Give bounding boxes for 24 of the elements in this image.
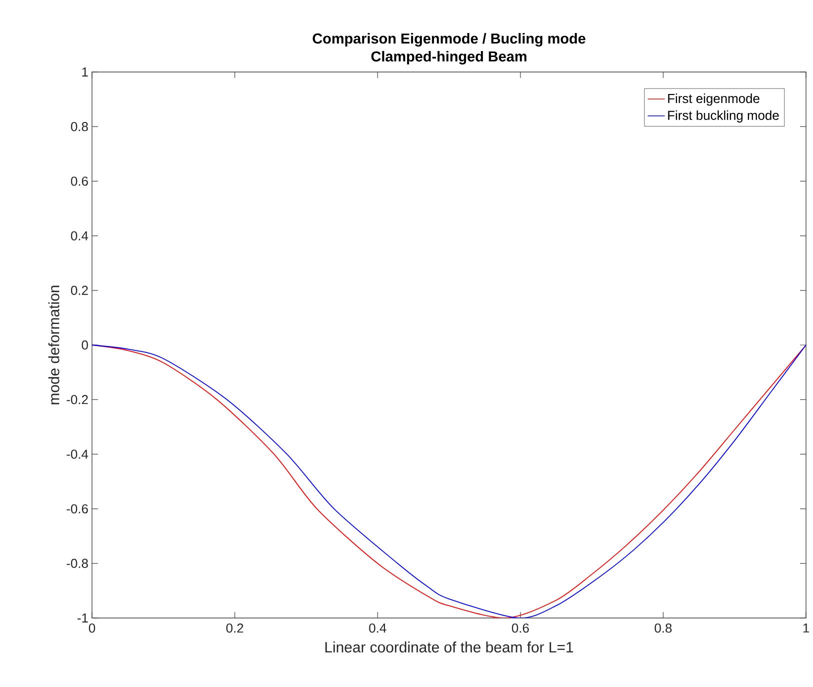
y-tick-label: 0.4 (70, 231, 88, 240)
chart-title: Comparison Eigenmode / Bucling mode (312, 33, 586, 47)
x-tick-label: 0.8 (654, 624, 672, 633)
x-tick-label: 1 (803, 624, 809, 632)
y-tick-label: 0.2 (70, 286, 88, 295)
y-tick-label: 0.6 (70, 176, 88, 186)
x-tick-label: 0 (88, 624, 96, 633)
x-tick-label: 0.4 (369, 624, 386, 633)
y-tick-label: -1 (78, 614, 88, 622)
x-axis-title: Linear coordinate of the beam for L=1 (325, 642, 574, 652)
y-tick-label: -0.4 (66, 450, 88, 459)
chart-subtitle: Clamped-hinged Beam (371, 50, 526, 64)
y-tick-label: 0 (82, 340, 88, 350)
line-series (92, 344, 806, 618)
y-tick-label: -0.8 (66, 558, 88, 568)
x-tick-label: 0.2 (226, 624, 244, 633)
y-tick-label: 0.8 (70, 122, 88, 132)
legend-label: First eigenmode (668, 94, 760, 106)
y-axis-title: mode deformation (48, 286, 60, 404)
y-tick-label: 1 (82, 68, 88, 76)
y-tick-label: -0.2 (66, 395, 88, 404)
legend-label: First buckling mode (668, 110, 779, 122)
y-tick-label: -0.6 (66, 504, 88, 514)
x-tick-label: 0.6 (512, 624, 529, 633)
